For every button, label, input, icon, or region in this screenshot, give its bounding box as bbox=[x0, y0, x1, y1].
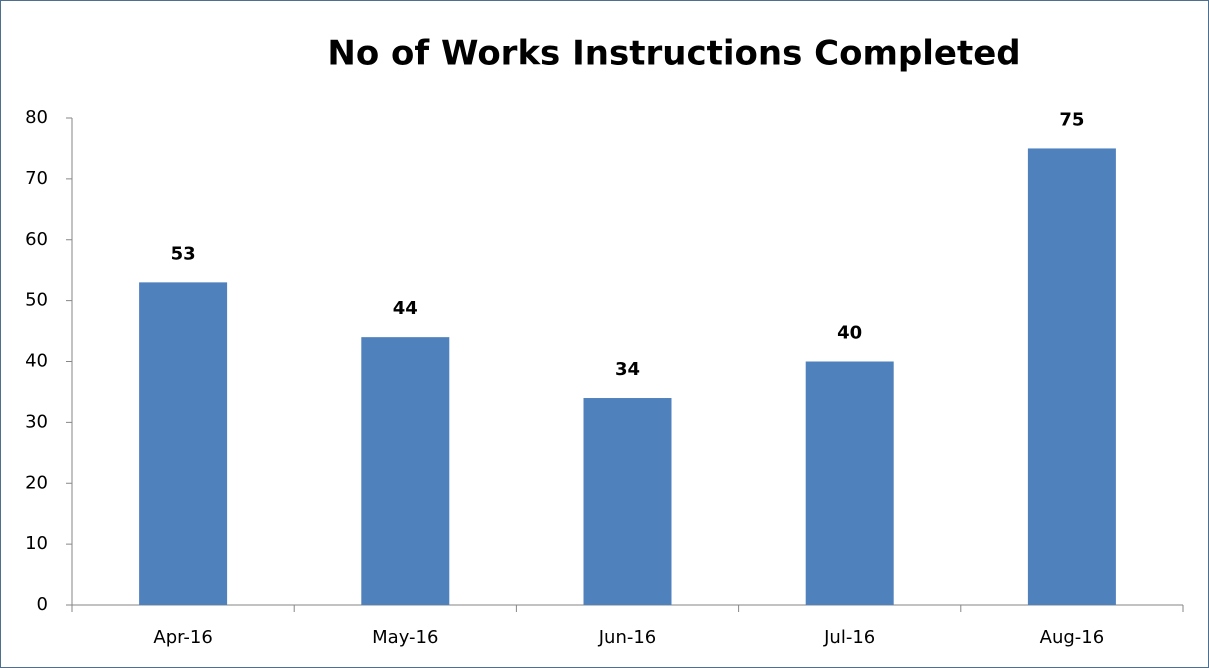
bar bbox=[583, 398, 672, 605]
y-tick-label: 30 bbox=[25, 411, 48, 432]
bar bbox=[1027, 148, 1116, 605]
y-tick-label: 50 bbox=[25, 290, 48, 311]
x-tick-label: Aug-16 bbox=[1040, 627, 1105, 648]
y-tick-label: 0 bbox=[37, 594, 48, 615]
x-tick-label: Jul-16 bbox=[823, 627, 875, 648]
y-tick-label: 40 bbox=[25, 351, 48, 372]
x-tick-label: May-16 bbox=[372, 627, 438, 648]
y-tick-label: 10 bbox=[25, 533, 48, 554]
data-label: 44 bbox=[393, 298, 418, 319]
bar bbox=[139, 282, 228, 605]
x-tick-label: Jun-16 bbox=[598, 627, 657, 648]
chart-title: No of Works Instructions Completed bbox=[327, 34, 1020, 74]
y-tick-label: 70 bbox=[25, 168, 48, 189]
y-tick-label: 60 bbox=[25, 229, 48, 250]
bar bbox=[361, 337, 450, 605]
y-tick-label: 20 bbox=[25, 472, 48, 493]
data-label: 75 bbox=[1059, 109, 1084, 130]
data-label: 53 bbox=[171, 243, 196, 264]
x-tick-label: Apr-16 bbox=[153, 627, 212, 648]
y-tick-label: 80 bbox=[25, 107, 48, 128]
data-label: 34 bbox=[615, 359, 640, 380]
data-label: 40 bbox=[837, 323, 862, 344]
bar bbox=[805, 361, 894, 605]
